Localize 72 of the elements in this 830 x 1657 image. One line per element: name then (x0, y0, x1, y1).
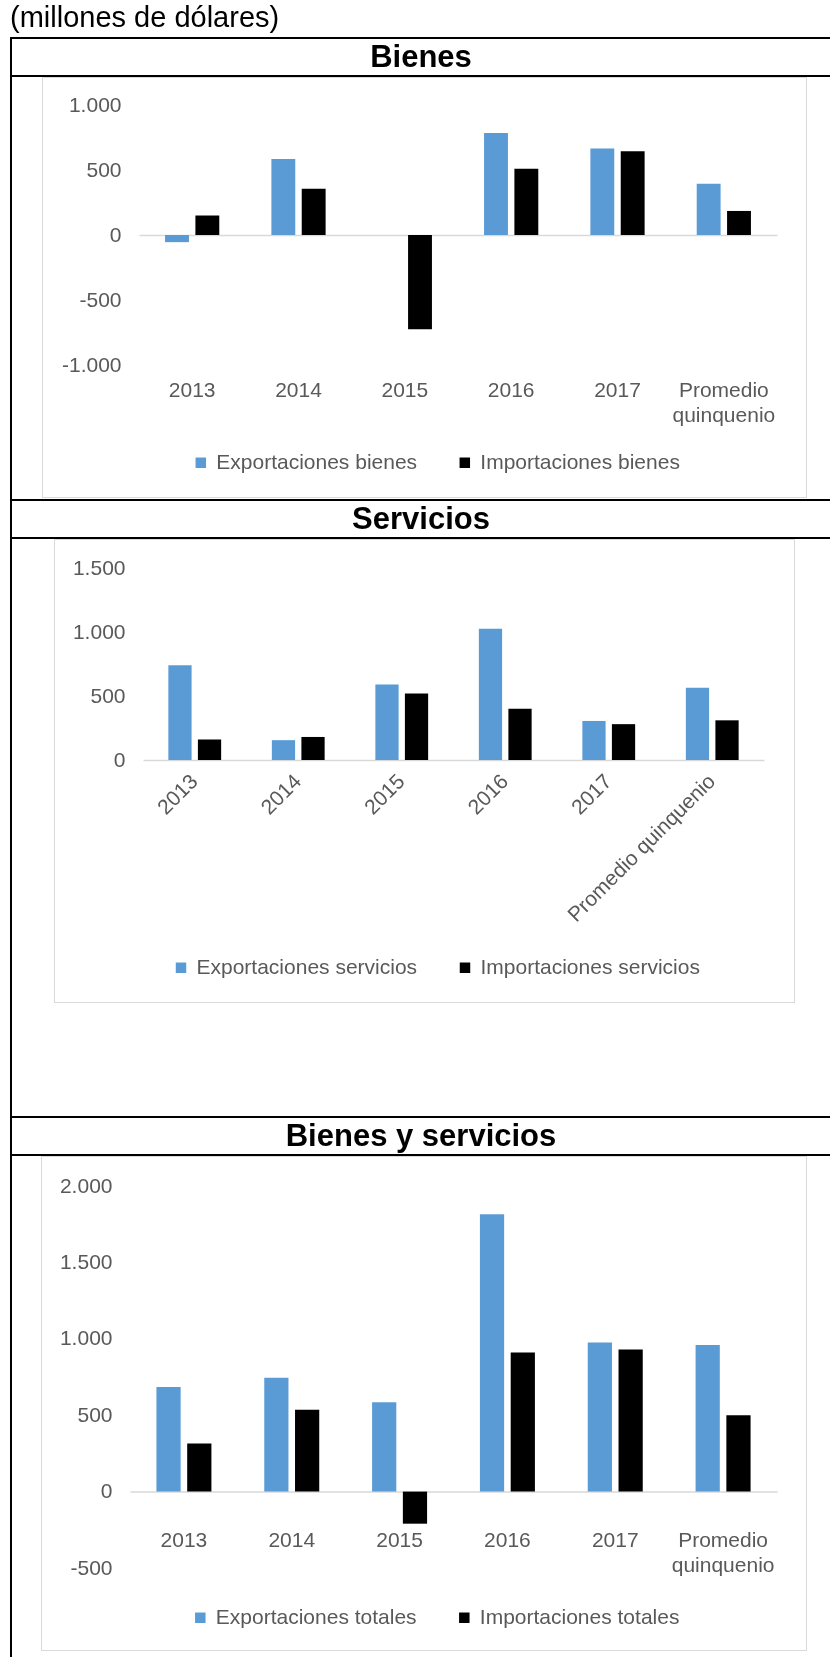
y-tick-label: 1.500 (59, 1249, 113, 1273)
y-tick-label: 0 (113, 747, 126, 771)
y-tick-label: 500 (86, 157, 122, 181)
bar (195, 215, 220, 235)
chart-title: Bienes y servicios (10, 1116, 830, 1156)
bar (295, 1409, 320, 1492)
legend-label: Importaciones servicios (480, 954, 700, 978)
x-tick-label: 2016 (484, 1528, 531, 1552)
bar (611, 724, 636, 760)
bar (484, 132, 508, 235)
bar (301, 188, 326, 235)
x-tick-label: 2015 (381, 377, 429, 401)
bar (479, 1214, 505, 1492)
bar (168, 665, 192, 760)
x-tick-label: 2017 (594, 377, 641, 401)
text: (millones de dólares) (9, 0, 281, 35)
bar (510, 1352, 535, 1492)
legend-label: Importaciones bienes (480, 449, 680, 473)
bar (726, 1415, 751, 1492)
bar (372, 1402, 397, 1492)
legend-label: Exportaciones bienes (216, 449, 418, 473)
y-tick-label: 0 (100, 1479, 113, 1503)
bar (695, 1344, 720, 1492)
bar (715, 720, 739, 760)
bar (727, 210, 751, 235)
bar (197, 739, 222, 760)
bar (685, 687, 710, 760)
y-tick-label: 1.000 (72, 619, 126, 643)
y-tick-label: 0 (109, 222, 122, 246)
x-tick-label: 2016 (487, 377, 535, 401)
bar (590, 148, 615, 235)
bar (264, 1377, 289, 1492)
chart-title: Servicios (10, 499, 830, 539)
chart-title: Bienes (10, 37, 830, 77)
x-tick-label: 2015 (376, 1528, 423, 1552)
y-tick-label: -500 (70, 1555, 113, 1579)
y-tick-label: -1.000 (61, 352, 122, 376)
bar (696, 183, 721, 235)
bar (301, 736, 325, 760)
x-tick-label: Promedio quinquenio (671, 1528, 775, 1577)
bar (165, 235, 189, 243)
y-tick-label: 1.000 (68, 92, 122, 116)
bar (620, 151, 645, 235)
bar (375, 684, 399, 760)
bar (271, 158, 296, 235)
y-tick-label: 1.500 (72, 555, 126, 579)
bar (187, 1443, 212, 1492)
y-tick-label: 2.000 (59, 1173, 113, 1197)
legend-label: Exportaciones servicios (196, 954, 418, 978)
y-tick-label: 1.000 (59, 1326, 113, 1350)
bar (408, 235, 432, 330)
bar (156, 1386, 181, 1492)
bar (404, 693, 429, 760)
bar (514, 168, 539, 235)
x-tick-label: 2014 (268, 1528, 316, 1552)
x-tick-label: 2013 (160, 1528, 208, 1552)
bar (508, 708, 532, 760)
legend-label: Importaciones totales (479, 1604, 680, 1628)
y-tick-label: 500 (90, 683, 126, 707)
y-tick-label: -500 (79, 287, 122, 311)
bar (478, 628, 503, 760)
bar (618, 1349, 643, 1492)
bar (271, 740, 296, 760)
bar (587, 1342, 612, 1492)
bar (402, 1491, 428, 1524)
legend-label: Exportaciones totales (215, 1604, 417, 1628)
bar (582, 720, 606, 760)
x-tick-label: 2014 (275, 377, 323, 401)
x-tick-label: Promedio quinquenio (672, 377, 776, 426)
x-tick-label: 2013 (168, 377, 216, 401)
x-tick-label: 2017 (591, 1528, 639, 1552)
y-tick-label: 500 (77, 1402, 113, 1426)
